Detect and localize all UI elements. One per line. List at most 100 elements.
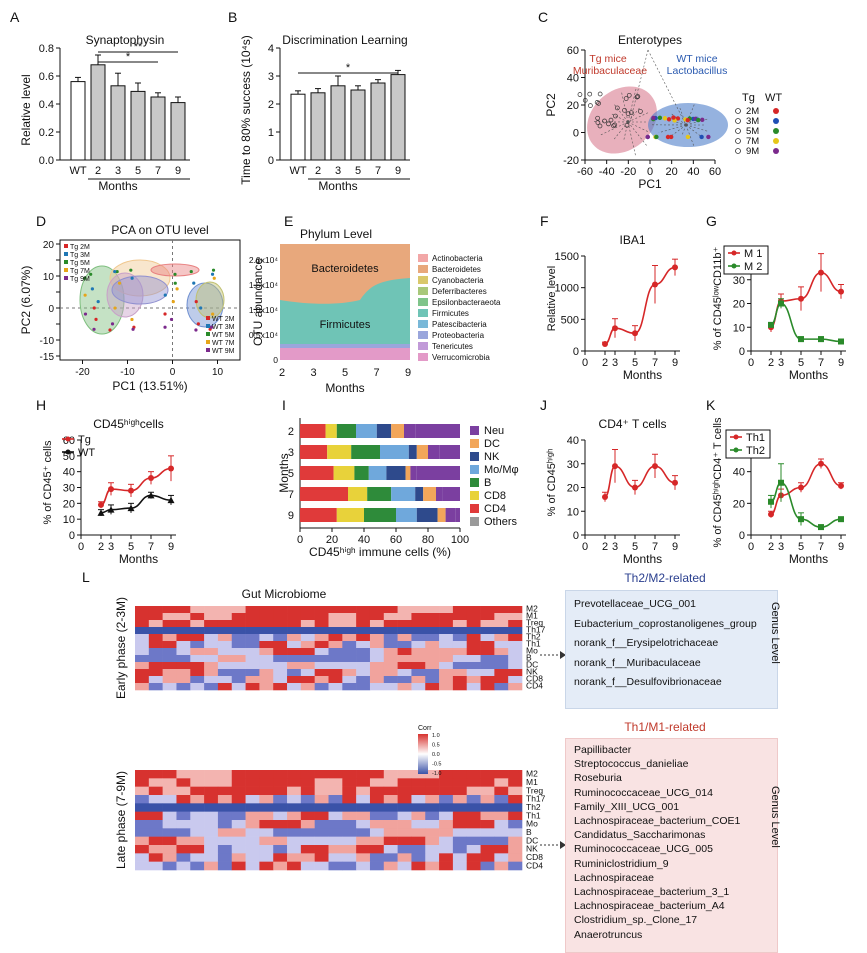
panel-D-point — [212, 269, 215, 272]
early-heatmap-cell — [232, 669, 246, 676]
late-heatmap-cell — [176, 770, 190, 779]
late-heatmap-cell — [246, 862, 260, 871]
panel-B-y-tick-label: 0 — [268, 155, 274, 167]
early-heatmap-cell — [384, 676, 398, 683]
panel-A-y-tick-label: 0.8 — [39, 43, 54, 55]
panel-D-point — [84, 294, 87, 297]
panel-G-point — [778, 301, 784, 307]
panel-D-legend-label: Tg 9M — [70, 276, 90, 283]
panel-I-legend-label: CD8 — [484, 490, 506, 502]
panel-H-xlabel: Months — [119, 552, 158, 566]
panel-C-legend-head: Tg — [742, 92, 755, 104]
panel-F-point — [602, 341, 608, 347]
late-heatmap-cell — [398, 787, 412, 796]
late-heatmap-cell — [273, 812, 287, 821]
late-heatmap-cell — [246, 845, 260, 854]
early-heatmap-cell — [273, 648, 287, 655]
panel-C-legend-wt-marker — [773, 108, 779, 114]
late-heatmap-cell — [481, 837, 495, 846]
late-heatmap-cell — [246, 820, 260, 829]
panel-D-point — [163, 312, 166, 315]
early-heatmap-cell — [370, 627, 384, 634]
early-heatmap-cell — [301, 676, 315, 683]
early-heatmap-cell — [204, 620, 218, 627]
panel-C-x-tick-label: 20 — [666, 166, 678, 178]
panel-I-y-tick-label: 9 — [288, 510, 294, 522]
late-heatmap-cell — [425, 778, 439, 787]
late-heatmap-cell — [259, 803, 273, 812]
panel-letter-A: A — [10, 9, 20, 25]
late-heatmap-cell — [135, 803, 149, 812]
early-heatmap-cell — [246, 620, 260, 627]
tg-annotation: Muribaculaceae — [573, 65, 647, 77]
panel-A-ylabel: Relative level — [19, 74, 33, 145]
early-heatmap-cell — [411, 662, 425, 669]
early-heatmap-cell — [329, 606, 343, 613]
panel-F-y-tick-label: 1000 — [555, 283, 579, 295]
early-heatmap-cell — [370, 655, 384, 662]
early-heatmap-cell — [329, 627, 343, 634]
early-heatmap-cell — [370, 613, 384, 620]
late-heatmap-cell — [425, 795, 439, 804]
late-heatmap-cell — [329, 770, 343, 779]
early-heatmap-cell — [439, 655, 453, 662]
early-heatmap-cell — [259, 641, 273, 648]
late-heatmap-cell — [411, 787, 425, 796]
early-heatmap-cell — [287, 683, 301, 690]
panel-J-x-tick-label: 3 — [612, 541, 618, 553]
early-heatmap-cell — [232, 634, 246, 641]
wt-point — [646, 135, 650, 139]
panel-B-x-tick-label: 9 — [395, 165, 401, 177]
early-heatmap-cell — [232, 620, 246, 627]
late-heatmap-cell — [453, 770, 467, 779]
panel-H-point — [168, 466, 174, 472]
wt-point — [686, 135, 690, 139]
panel-A-x-tick-label: 7 — [155, 165, 161, 177]
early-heatmap-cell — [218, 606, 232, 613]
early-heatmap-cell — [218, 620, 232, 627]
early-heatmap-cell — [508, 606, 522, 613]
early-heatmap-cell — [176, 662, 190, 669]
late-heatmap-cell — [398, 803, 412, 812]
panel-D-point — [97, 300, 100, 303]
panel-I-bar-segment — [439, 445, 460, 459]
panel-C-legend-tg-marker — [736, 129, 741, 134]
panel-H-ylabel: % of CD45⁺ cells — [42, 440, 54, 525]
late-heatmap-cell — [467, 828, 481, 837]
late-heatmap-cell — [287, 812, 301, 821]
late-heatmap-cell — [467, 795, 481, 804]
early-heatmap-cell — [467, 641, 481, 648]
early-heatmap-cell — [508, 613, 522, 620]
late-heatmap-cell — [315, 812, 329, 821]
early-phase-label: Early phase (2-3M) — [114, 597, 128, 699]
panel-G-y-tick-label: 10 — [733, 322, 745, 334]
early-heatmap-cell — [246, 655, 260, 662]
early-heatmap-cell — [315, 669, 329, 676]
early-heatmap-cell — [342, 648, 356, 655]
wt-point — [658, 116, 662, 120]
panel-J-x-tick-label: 0 — [582, 541, 588, 553]
late-heatmap-cell — [246, 828, 260, 837]
early-heatmap-cell — [149, 620, 163, 627]
late-heatmap-cell — [398, 812, 412, 821]
tg-point — [588, 92, 592, 96]
early-heatmap-cell — [453, 648, 467, 655]
late-heatmap-cell — [204, 778, 218, 787]
panel-E-y-tick-label: 0.5x10⁴ — [249, 330, 279, 340]
late-heatmap-cell — [246, 812, 260, 821]
early-heatmap-cell — [135, 676, 149, 683]
late-heatmap-cell — [149, 853, 163, 862]
late-heatmap-cell — [259, 837, 273, 846]
early-heatmap-cell — [190, 634, 204, 641]
panel-letter-I: I — [282, 397, 286, 413]
early-heatmap-cell — [287, 669, 301, 676]
panel-I-bar-segment — [337, 424, 356, 438]
early-heatmap-cell — [246, 627, 260, 634]
early-heatmap-cell — [411, 634, 425, 641]
late-heatmap-cell — [232, 787, 246, 796]
early-heatmap-cell — [467, 662, 481, 669]
early-heatmap-cell — [356, 683, 370, 690]
late-heatmap-cell — [370, 787, 384, 796]
